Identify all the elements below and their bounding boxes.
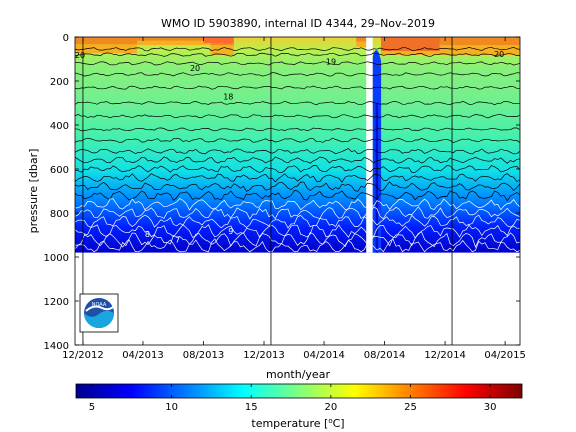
colorbar-label-tail: C] xyxy=(333,417,345,430)
isotherm xyxy=(75,181,520,192)
isotherm-label: 20 xyxy=(494,50,504,59)
x-tick-label: 08/2014 xyxy=(364,350,406,361)
colorbar-label: temperature [oC] xyxy=(251,417,344,430)
y-tick-label: 200 xyxy=(50,77,69,88)
isotherm xyxy=(75,238,520,253)
x-tick-label: 04/2015 xyxy=(484,350,526,361)
colorbar-tick-label: 15 xyxy=(245,402,258,413)
isotherm xyxy=(75,156,520,164)
y-axis: 0 200 400 600 800 1000 1200 1400 xyxy=(44,33,520,352)
isotherms xyxy=(75,46,520,253)
x-axis-label: month/year xyxy=(266,368,330,381)
colorbar-ticks: 5 10 15 20 25 30 xyxy=(89,384,497,413)
isotherm-label: 9 xyxy=(228,227,233,236)
colorbar-tick-label: 30 xyxy=(484,402,497,413)
isotherm xyxy=(75,197,520,211)
isotherm xyxy=(75,206,520,220)
isotherm xyxy=(75,100,520,106)
colorbar xyxy=(75,383,523,399)
cold-anomaly xyxy=(372,50,382,253)
y-tick-label: 1000 xyxy=(44,253,69,264)
isotherm xyxy=(75,190,520,202)
plot-frame xyxy=(74,36,521,346)
noaa-logo: NOAA xyxy=(79,293,119,333)
data-gap xyxy=(366,37,373,253)
colorbar-tick-label: 10 xyxy=(165,402,178,413)
isotherm xyxy=(75,61,520,66)
isotherm xyxy=(75,114,520,119)
y-tick-label: 400 xyxy=(50,121,69,132)
y-tick-label: 1400 xyxy=(44,341,69,352)
isotherm xyxy=(75,165,520,174)
noaa-logo-text: NOAA xyxy=(92,302,107,308)
x-tick-label: 04/2013 xyxy=(122,350,164,361)
colorbar-tick-label: 20 xyxy=(324,402,337,413)
isotherm xyxy=(75,72,520,77)
isotherm xyxy=(75,173,520,183)
isotherm-label: 8 xyxy=(145,230,150,239)
colorbar-tick-label: 5 xyxy=(89,402,95,413)
y-tick-label: 0 xyxy=(63,33,69,44)
isotherm-label: 18 xyxy=(223,93,233,102)
y-axis-label: pressure [dbar] xyxy=(27,149,40,234)
y-tick-label: 1200 xyxy=(44,297,69,308)
colorbar-label-sup: o xyxy=(328,417,332,425)
isotherm-label: 7 xyxy=(175,236,180,245)
chart-title: WMO ID 5903890, internal ID 4344, 29–Nov… xyxy=(161,17,435,30)
colorbar-tick-label: 25 xyxy=(404,402,417,413)
isotherm xyxy=(75,137,520,143)
isotherm xyxy=(75,127,520,132)
y-tick-label: 800 xyxy=(50,209,69,220)
temperature-field xyxy=(75,37,520,253)
isotherm-label: 20 xyxy=(75,51,85,60)
x-tick-label: 08/2013 xyxy=(183,350,225,361)
x-axis: 12/2012 04/2013 08/2013 12/2013 04/2014 08/20… xyxy=(62,37,526,361)
x-tick-label: 12/2014 xyxy=(424,350,466,361)
y-tick-label: 600 xyxy=(50,165,69,176)
x-tick-label: 12/2012 xyxy=(62,350,104,361)
isotherm xyxy=(75,224,520,239)
x-tick-label: 04/2014 xyxy=(303,350,345,361)
isotherm xyxy=(75,148,520,155)
x-tick-label: 12/2013 xyxy=(243,350,285,361)
isotherm xyxy=(75,214,520,229)
isotherm-labels: 20 20 19 20 18 9 8 7 xyxy=(75,50,504,245)
isotherm xyxy=(75,52,520,57)
isotherm-label: 19 xyxy=(326,58,336,67)
colorbar-label-main: temperature [ xyxy=(251,417,328,430)
isotherm xyxy=(75,46,520,52)
plot-area: 20 20 19 20 18 9 8 7 xyxy=(75,37,520,253)
isotherm-label: 20 xyxy=(190,64,200,73)
isotherm xyxy=(75,85,520,90)
